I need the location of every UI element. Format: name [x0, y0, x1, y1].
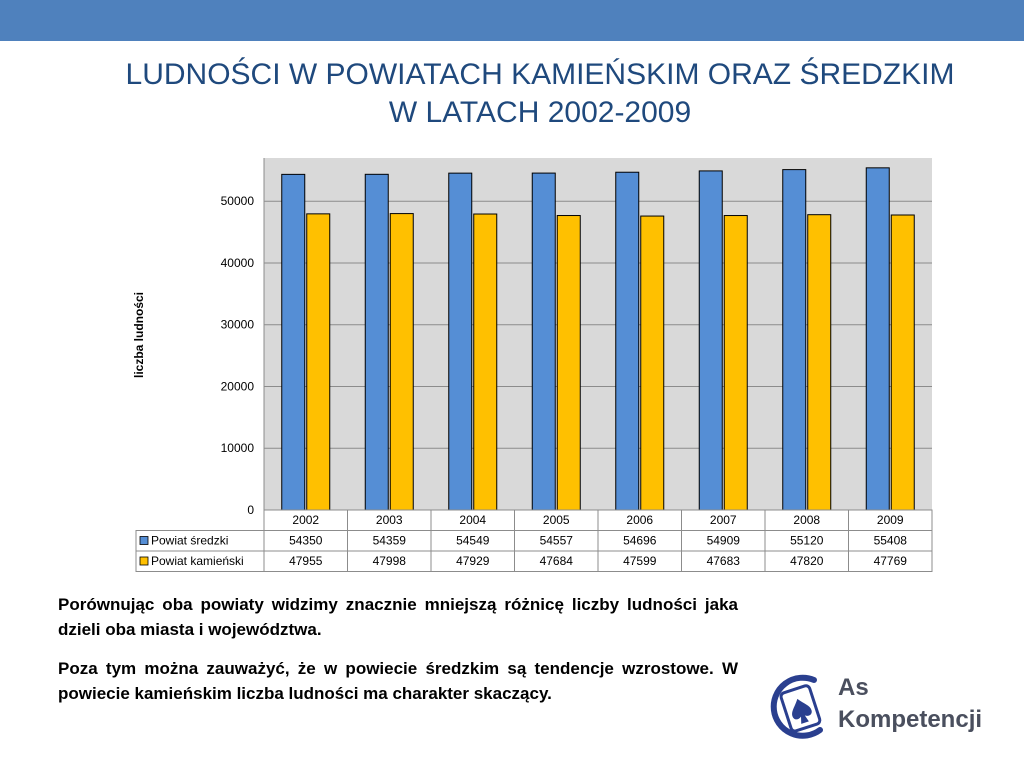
x-tick-label: 2009: [877, 513, 904, 527]
x-tick-label: 2004: [459, 513, 486, 527]
bar-sredzki: [364, 173, 389, 511]
bar-sredzki: [531, 172, 556, 511]
data-label: 55120: [790, 534, 824, 548]
data-label: 54350: [289, 534, 323, 548]
x-tick-label: 2005: [543, 513, 570, 527]
data-label: 47955: [289, 554, 323, 568]
y-tick-label: 20000: [221, 379, 255, 393]
data-label: 47820: [790, 554, 824, 568]
x-tick-label: 2008: [793, 513, 820, 527]
y-tick-label: 30000: [221, 318, 255, 332]
legend-label: Powiat kamieński: [151, 554, 244, 568]
title-line-2: W LATACH 2002-2009: [388, 96, 692, 129]
bar-sredzki: [615, 171, 640, 511]
bar-kamienski: [556, 215, 581, 511]
bar-kamienski: [723, 215, 748, 511]
bar-sredzki: [865, 167, 890, 511]
legend-swatch: [139, 556, 149, 566]
data-label: 54557: [540, 534, 574, 548]
top-accent-bar: [0, 0, 1024, 41]
bar-sredzki: [782, 169, 807, 511]
paragraph-comparison: Porównując oba powiaty widzimy znacznie …: [58, 595, 738, 639]
y-axis-label: liczba ludności: [132, 292, 146, 378]
bar-kamienski: [473, 213, 498, 511]
x-tick-label: 2002: [292, 513, 319, 527]
bar-sredzki: [698, 170, 723, 511]
data-label: 54549: [456, 534, 490, 548]
logo-text-as: As: [838, 674, 869, 701]
x-tick-label: 2003: [376, 513, 403, 527]
legend-swatch: [139, 536, 149, 545]
data-label: 47599: [623, 554, 657, 568]
bar-kamienski: [807, 214, 832, 511]
logo-text-kompetencji: Kompetencji: [838, 706, 983, 733]
data-label: 54359: [373, 534, 407, 548]
data-label: 47929: [456, 554, 490, 568]
y-tick-label: 50000: [221, 194, 255, 208]
logo: As Kompetencji: [768, 670, 998, 745]
bar-kamienski: [640, 215, 665, 511]
data-label: 47769: [874, 554, 908, 568]
data-label: 55408: [874, 534, 908, 548]
bar-kamienski: [389, 213, 414, 511]
x-tick-label: 2007: [710, 513, 737, 527]
legend-label: Powiat średzki: [151, 534, 228, 548]
y-tick-label: 40000: [221, 256, 255, 270]
y-tick-label: 10000: [221, 441, 255, 455]
data-label: 47998: [373, 554, 407, 568]
data-label: 54909: [707, 534, 741, 548]
spade-icon: [770, 674, 823, 739]
bar-sredzki: [281, 173, 306, 511]
plot-area: [264, 158, 932, 510]
bar-kamienski: [890, 214, 915, 511]
data-label: 47683: [707, 554, 741, 568]
data-label: 47684: [540, 554, 574, 568]
x-tick-label: 2006: [626, 513, 653, 527]
title-line-1: LUDNOŚCI W POWIATACH KAMIEŃSKIM ORAZ ŚRE…: [125, 58, 955, 91]
slide-title: LUDNOŚCI W POWIATACH KAMIEŃSKIM ORAZ ŚRE…: [60, 56, 1020, 132]
data-label: 54696: [623, 534, 657, 548]
y-tick-label: 0: [247, 503, 254, 517]
bar-sredzki: [448, 172, 473, 511]
paragraph-trends: Poza tym można zauważyć, że w powiecie ś…: [58, 659, 738, 703]
bar-kamienski: [306, 213, 331, 511]
